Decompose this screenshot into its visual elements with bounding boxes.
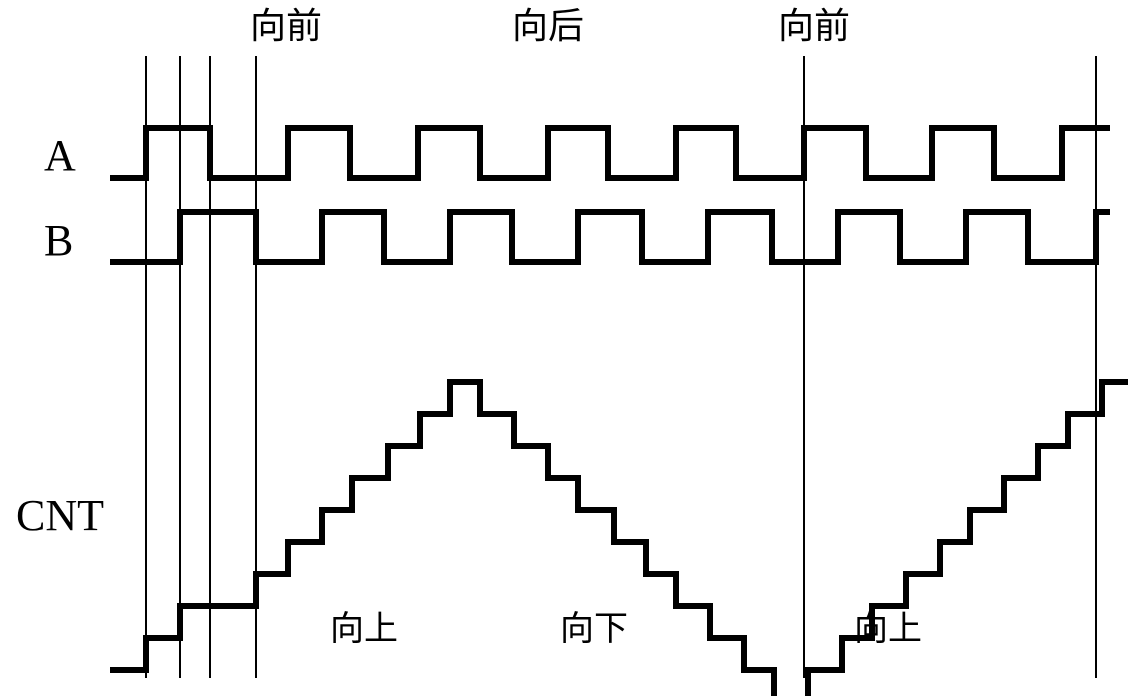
row-label-cnt-svg: CNT — [16, 491, 104, 540]
bottom-label-2: 向上 — [854, 610, 922, 648]
signal-b-waveform — [110, 212, 1110, 262]
signal-cnt-staircase — [110, 382, 1128, 696]
signal-a-waveform — [110, 128, 1110, 178]
top-label-0: 向前 — [250, 6, 322, 46]
bottom-label-1: 向下 — [560, 610, 628, 648]
row-label-b-svg: B — [44, 216, 73, 265]
top-label-2: 向前 — [778, 6, 850, 46]
bottom-label-0: 向上 — [330, 610, 398, 648]
top-label-1: 向后 — [512, 6, 584, 46]
row-label-a-svg: A — [44, 131, 76, 180]
